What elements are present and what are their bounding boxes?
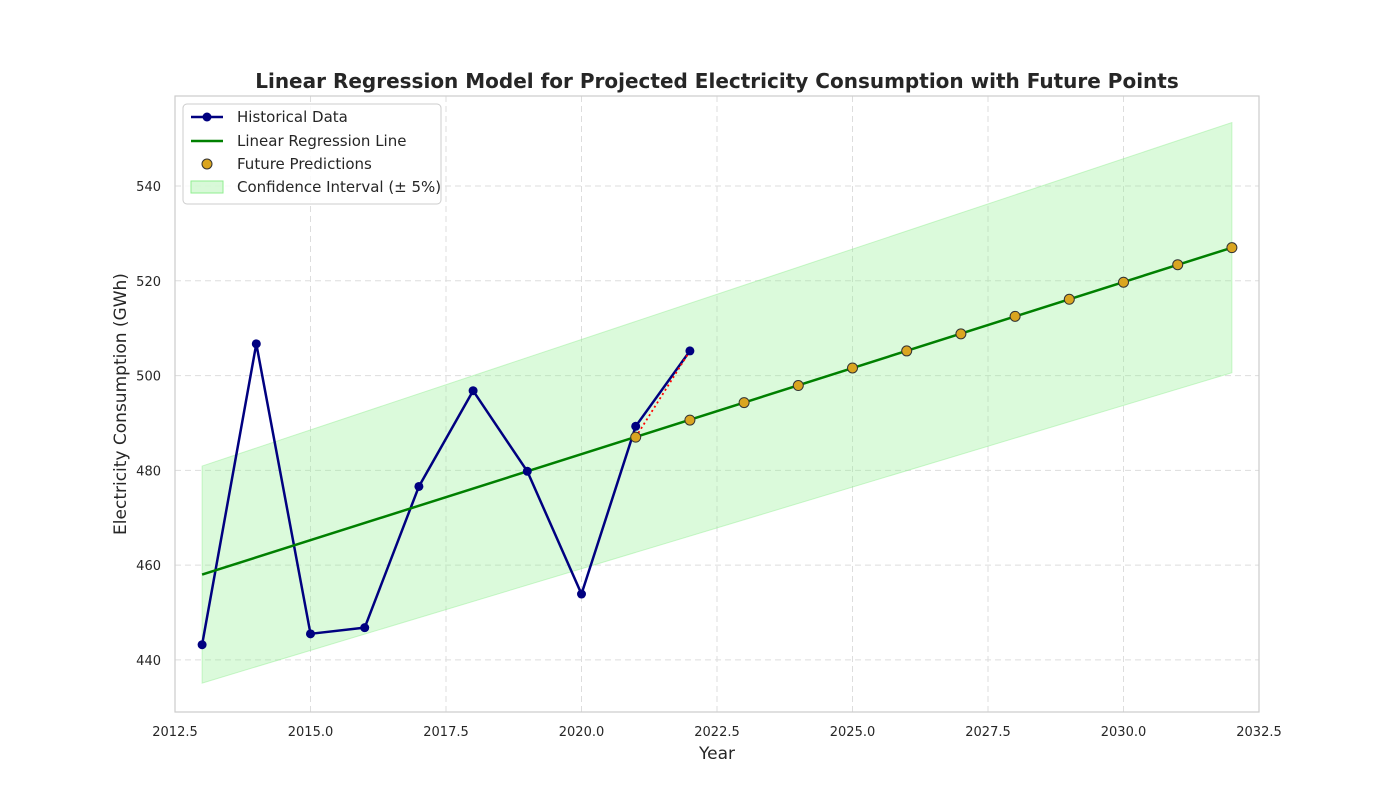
historical-point bbox=[414, 481, 424, 491]
legend-swatch-future bbox=[201, 158, 213, 170]
x-tick-label: 2022.5 bbox=[694, 725, 740, 740]
x-tick-labels: 2012.5 2015.0 2017.5 2020.0 2022.5 2025.0 2027… bbox=[152, 725, 1282, 740]
y-tick-labels: 440 460 480 500 520 540 bbox=[136, 180, 161, 669]
x-tick-label: 2020.0 bbox=[559, 725, 605, 740]
y-tick-label: 480 bbox=[136, 464, 161, 479]
legend: Historical Data Linear Regression Line F… bbox=[182, 103, 442, 205]
y-tick-label: 460 bbox=[136, 559, 161, 574]
legend-box bbox=[182, 103, 442, 205]
historical-line bbox=[200, 342, 691, 645]
plot-frame bbox=[174, 95, 1260, 713]
x-tick-label: 2012.5 bbox=[152, 725, 198, 740]
series-lines-layer bbox=[200, 246, 1233, 645]
future-prediction-point bbox=[1063, 293, 1075, 305]
connector-dotted-line bbox=[634, 350, 691, 438]
confidence-band-layer bbox=[201, 121, 1233, 684]
future-prediction-point bbox=[901, 345, 913, 357]
x-axis-label: Year bbox=[698, 744, 735, 764]
legend-item-regression: Linear Regression Line bbox=[191, 132, 406, 150]
future-prediction-point bbox=[684, 414, 696, 426]
grid bbox=[174, 96, 1260, 712]
future-prediction-point bbox=[792, 380, 804, 392]
future-prediction-point bbox=[1118, 276, 1129, 288]
future-prediction-point bbox=[738, 397, 750, 409]
x-tick-label: 2032.5 bbox=[1236, 725, 1282, 740]
future-prediction-point bbox=[630, 431, 642, 443]
legend-item-future: Future Predictions bbox=[201, 155, 372, 173]
x-tick-label: 2030.0 bbox=[1101, 725, 1147, 740]
x-tick-label: 2015.0 bbox=[288, 725, 334, 740]
historical-point bbox=[251, 339, 261, 349]
series-markers-layer bbox=[197, 242, 1238, 650]
historical-point bbox=[631, 421, 641, 431]
legend-label-regression: Linear Regression Line bbox=[237, 132, 406, 150]
future-prediction-point bbox=[1009, 310, 1021, 322]
confidence-band bbox=[201, 121, 1233, 684]
chart-title: Linear Regression Model for Projected El… bbox=[255, 69, 1179, 93]
y-tick-label: 540 bbox=[136, 180, 161, 195]
historical-point bbox=[306, 629, 315, 639]
legend-item-confidence: Confidence Interval (± 5%) bbox=[190, 178, 441, 196]
y-tick-label: 520 bbox=[136, 275, 161, 290]
y-tick-label: 440 bbox=[136, 654, 161, 669]
historical-point bbox=[685, 346, 695, 356]
x-tick-label: 2027.5 bbox=[965, 725, 1011, 740]
regression-line bbox=[201, 246, 1233, 576]
x-tick-label: 2025.0 bbox=[830, 725, 876, 740]
legend-label-historical: Historical Data bbox=[237, 108, 348, 126]
y-axis-label: Electricity Consumption (GWh) bbox=[111, 273, 131, 535]
historical-point bbox=[360, 623, 370, 633]
legend-label-confidence: Confidence Interval (± 5%) bbox=[237, 178, 441, 196]
legend-item-historical: Historical Data bbox=[191, 108, 348, 126]
historical-point bbox=[197, 640, 207, 650]
future-prediction-point bbox=[1226, 242, 1238, 254]
historical-point bbox=[522, 466, 532, 476]
x-tick-label: 2017.5 bbox=[423, 725, 469, 740]
future-prediction-point bbox=[1172, 259, 1184, 271]
legend-label-future: Future Predictions bbox=[237, 155, 372, 173]
legend-swatch-confidence bbox=[190, 180, 224, 194]
future-prediction-point bbox=[955, 328, 967, 340]
legend-swatch-historical-marker bbox=[202, 112, 212, 122]
future-prediction-point bbox=[847, 362, 858, 374]
y-tick-label: 500 bbox=[136, 370, 161, 385]
historical-point bbox=[468, 386, 478, 396]
historical-point bbox=[577, 589, 586, 599]
